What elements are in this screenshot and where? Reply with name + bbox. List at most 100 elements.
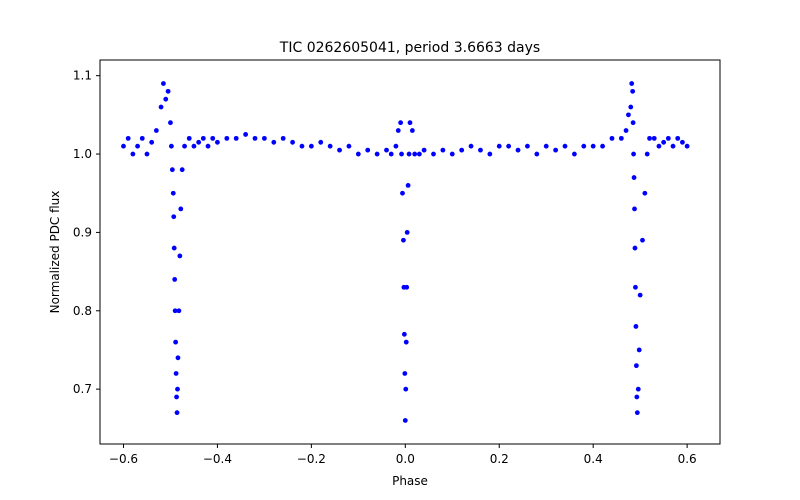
data-point bbox=[449, 151, 455, 157]
data-point bbox=[135, 143, 140, 149]
data-point bbox=[506, 143, 512, 149]
data-point bbox=[636, 347, 642, 353]
data-point bbox=[487, 151, 493, 157]
data-point bbox=[609, 135, 615, 141]
data-point bbox=[168, 120, 173, 126]
data-point bbox=[299, 143, 305, 149]
data-point bbox=[631, 151, 636, 157]
data-point bbox=[169, 167, 175, 173]
x-axis: −0.6 −0.4 −0.2 0.0 0.2 0.4 0.6 bbox=[109, 444, 697, 466]
data-point bbox=[407, 120, 413, 126]
data-point bbox=[600, 143, 605, 149]
data-point bbox=[626, 112, 631, 118]
data-point bbox=[675, 135, 681, 141]
data-point bbox=[633, 324, 639, 329]
data-point bbox=[404, 230, 410, 235]
data-point bbox=[210, 135, 216, 141]
data-point bbox=[261, 135, 267, 141]
chart-title: TIC 0262605041, period 3.6663 days bbox=[279, 40, 540, 56]
data-point bbox=[393, 143, 399, 149]
y-tick-label: 0.7 bbox=[73, 382, 92, 396]
x-tick-label: 0.0 bbox=[396, 452, 415, 466]
y-tick-label: 1.1 bbox=[73, 69, 92, 83]
x-tick-label: −0.6 bbox=[109, 452, 138, 466]
data-point bbox=[581, 143, 587, 149]
data-point bbox=[618, 135, 624, 141]
data-point bbox=[125, 135, 131, 141]
data-point bbox=[629, 81, 635, 86]
data-point bbox=[130, 151, 136, 157]
data-point bbox=[403, 339, 409, 345]
data-point bbox=[168, 143, 174, 149]
x-tick-label: 0.6 bbox=[678, 452, 697, 466]
data-point bbox=[525, 143, 530, 149]
y-tick-label: 0.9 bbox=[73, 225, 92, 239]
data-point bbox=[172, 308, 178, 314]
data-point bbox=[280, 135, 286, 141]
data-point bbox=[642, 190, 648, 196]
data-point bbox=[171, 245, 177, 251]
data-point bbox=[571, 151, 577, 157]
data-point bbox=[631, 175, 637, 180]
data-point bbox=[161, 81, 166, 86]
data-point bbox=[680, 139, 685, 145]
data-point bbox=[173, 339, 179, 345]
data-point bbox=[177, 253, 183, 259]
data-point bbox=[175, 386, 180, 392]
data-point bbox=[388, 151, 394, 157]
data-point bbox=[635, 386, 641, 392]
data-point bbox=[374, 151, 380, 157]
data-point bbox=[634, 394, 640, 400]
data-point bbox=[215, 139, 220, 145]
data-point bbox=[637, 292, 643, 298]
data-point bbox=[630, 88, 636, 94]
y-tick-label: 1.0 bbox=[73, 147, 92, 161]
data-point bbox=[534, 151, 540, 157]
data-point bbox=[191, 143, 197, 149]
data-points bbox=[121, 81, 690, 423]
data-point bbox=[252, 135, 258, 141]
y-axis-label: Normalized PDC flux bbox=[48, 191, 62, 314]
x-tick-label: 0.2 bbox=[490, 452, 509, 466]
data-point bbox=[337, 147, 342, 153]
data-point bbox=[308, 143, 314, 149]
x-tick-label: 0.4 bbox=[584, 452, 603, 466]
data-point bbox=[182, 143, 187, 149]
data-point bbox=[590, 143, 596, 149]
data-point bbox=[384, 147, 389, 153]
data-point bbox=[647, 135, 652, 141]
data-point bbox=[421, 147, 427, 153]
data-point bbox=[684, 143, 690, 149]
data-point bbox=[346, 143, 352, 149]
data-point bbox=[139, 135, 145, 141]
data-point bbox=[395, 128, 401, 133]
data-point bbox=[651, 135, 657, 141]
data-point bbox=[412, 151, 418, 157]
data-point bbox=[149, 139, 155, 145]
data-point bbox=[633, 363, 639, 369]
data-point bbox=[634, 410, 640, 416]
data-point bbox=[355, 151, 361, 157]
data-point bbox=[628, 104, 634, 110]
data-point bbox=[543, 143, 549, 149]
data-point bbox=[144, 151, 150, 157]
data-point bbox=[172, 277, 178, 282]
data-point bbox=[459, 147, 465, 153]
data-point bbox=[224, 135, 230, 141]
data-point bbox=[170, 190, 176, 196]
data-point bbox=[318, 139, 324, 145]
data-point bbox=[553, 147, 559, 153]
data-point bbox=[416, 151, 422, 157]
data-point bbox=[163, 96, 169, 102]
data-point bbox=[644, 151, 650, 157]
data-point bbox=[121, 143, 126, 149]
data-point bbox=[632, 245, 638, 251]
data-point bbox=[632, 206, 637, 212]
data-point bbox=[496, 143, 502, 149]
y-axis: 0.7 0.8 0.9 1.0 1.1 bbox=[73, 69, 100, 396]
data-point bbox=[656, 143, 662, 149]
data-point bbox=[630, 120, 636, 126]
data-point bbox=[271, 139, 277, 145]
data-point bbox=[562, 143, 568, 149]
